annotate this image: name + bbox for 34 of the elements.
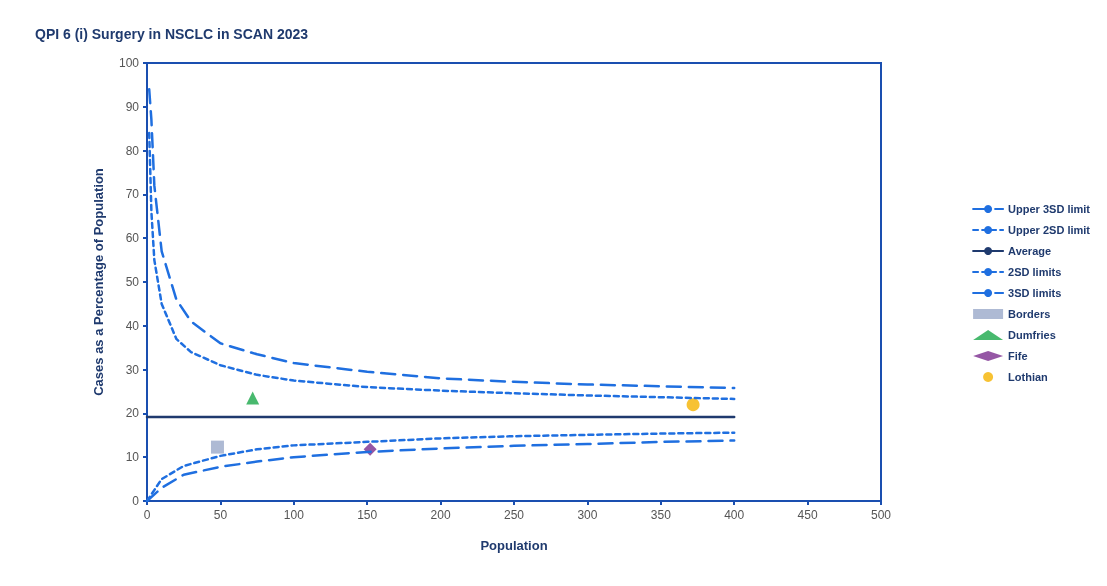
x-tick-label: 50: [213, 508, 228, 522]
x-tick-label: 200: [430, 508, 451, 522]
legend-label: Dumfries: [1008, 329, 1056, 341]
legend-label: Fife: [1008, 350, 1028, 362]
legend-label: Borders: [1008, 308, 1051, 320]
legend-label: Lothian: [1008, 371, 1049, 383]
x-axis-title: Population: [480, 538, 548, 553]
x-tick-label: 500: [870, 508, 892, 522]
chart-title: QPI 6 (i) Surgery in NSCLC in SCAN 2023: [35, 26, 309, 42]
y-tick-label: 60: [125, 231, 140, 246]
legend-label: 3SD limits: [1008, 287, 1062, 299]
y-tick-label: 10: [125, 450, 140, 465]
x-tick-label: 150: [357, 508, 378, 522]
x-tick-label: 0: [143, 508, 151, 522]
y-tick-label: 100: [118, 56, 140, 70]
legend-label: Upper 3SD limit: [1008, 203, 1091, 215]
x-tick-label: 250: [503, 508, 525, 522]
y-axis-title: Cases as a Percentage of Population: [91, 168, 106, 396]
legend-label: 2SD limits: [1008, 266, 1062, 278]
y-tick-label: 90: [125, 99, 140, 114]
y-tick-label: 50: [125, 275, 140, 289]
legend-label: Average: [1008, 245, 1052, 257]
x-tick-label: 100: [283, 508, 305, 522]
y-tick-label: 40: [125, 318, 140, 333]
legend-label: Upper 2SD limit: [1008, 224, 1091, 236]
x-tick-label: 450: [797, 508, 818, 522]
x-tick-label: 400: [724, 508, 745, 522]
y-tick-label: 30: [125, 362, 140, 377]
y-tick-label: 70: [125, 187, 140, 202]
x-tick-label: 350: [650, 508, 672, 522]
y-tick-label: 20: [125, 406, 140, 421]
y-tick-label: 80: [125, 143, 140, 158]
y-tick-label: 0: [132, 494, 140, 508]
x-tick-label: 300: [577, 508, 598, 522]
